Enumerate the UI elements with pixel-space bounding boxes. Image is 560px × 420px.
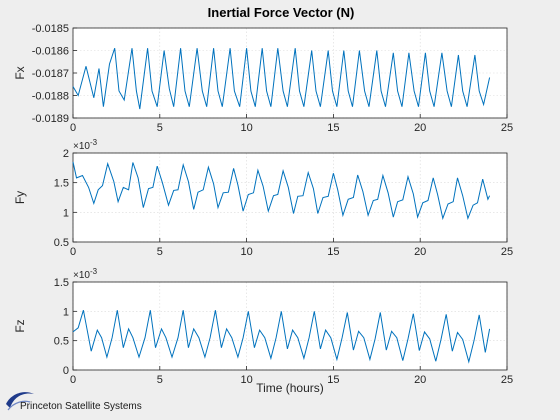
swoosh-icon [6, 392, 34, 408]
series-line-fy [72, 161, 491, 221]
y-axis-label: Fx [13, 66, 27, 79]
x-tick-label: 10 [240, 246, 252, 258]
brand-name: Princeton Satellite Systems [20, 401, 142, 412]
series-line-fx [72, 48, 491, 110]
y-tick-label: 1 [63, 207, 69, 219]
x-tick-label: 10 [240, 374, 252, 386]
x-tick-label: 15 [327, 374, 339, 386]
y-tick-label: 0.5 [54, 237, 69, 249]
x-tick-label: 0 [70, 374, 76, 386]
x-tick-label: 25 [501, 374, 513, 386]
axes-frame [72, 152, 508, 243]
y-axis-label: Fz [13, 319, 27, 332]
y-tick-label: 1.5 [54, 277, 69, 289]
y-tick-label: 0.5 [54, 336, 69, 348]
x-tick-label: 5 [157, 246, 163, 258]
subplot-fx: 0 5 10 15 20 25 -0.0189 -0.0188 -0.0187 -0.0186 -0… [13, 23, 513, 134]
x-tick-label: 25 [501, 246, 513, 258]
x-tick-label: 10 [240, 122, 252, 134]
y-exponent-label: ×10-3 [73, 267, 98, 281]
x-tick-label: 0 [70, 122, 76, 134]
x-tick-label: 25 [501, 122, 513, 134]
x-tick-label: 0 [70, 246, 76, 258]
x-tick-label: 15 [327, 122, 339, 134]
y-tick-label: -0.0187 [32, 68, 69, 80]
brand-logo: Princeton Satellite Systems [6, 392, 142, 412]
swoosh-accent-icon [7, 400, 31, 411]
axes-frame [72, 27, 508, 119]
x-tick-label: 5 [157, 122, 163, 134]
y-axis-label: Fy [13, 191, 27, 204]
x-tick-label: 20 [414, 246, 426, 258]
y-exponent-label: ×10-3 [73, 138, 98, 152]
y-tick-label: 1.5 [54, 178, 69, 190]
x-tick-label: 5 [157, 374, 163, 386]
x-axis-label: Time (hours) [256, 381, 324, 395]
y-tick-label: 0 [63, 365, 69, 377]
x-tick-label: 20 [414, 374, 426, 386]
chart-title: Inertial Force Vector (N) [208, 5, 355, 20]
y-tick-label: 2 [63, 148, 69, 160]
y-tick-label: -0.0186 [32, 46, 69, 58]
x-tick-label: 20 [414, 122, 426, 134]
y-tick-label: -0.0189 [32, 113, 69, 125]
subplot-fy: 0 5 10 15 20 25 0.5 1 1.5 2 Fy ×10-3 [13, 138, 513, 258]
y-tick-label: 1 [63, 306, 69, 318]
plot-area [73, 282, 507, 370]
axes-frame [72, 281, 508, 371]
subplot-fz: 0 5 10 15 20 25 0 0.5 1 1.5 Fz ×10-3 [13, 267, 513, 386]
y-tick-label: -0.0185 [32, 23, 69, 35]
series-line-fz [72, 310, 491, 364]
x-tick-label: 15 [327, 246, 339, 258]
y-tick-label: -0.0188 [32, 91, 69, 103]
